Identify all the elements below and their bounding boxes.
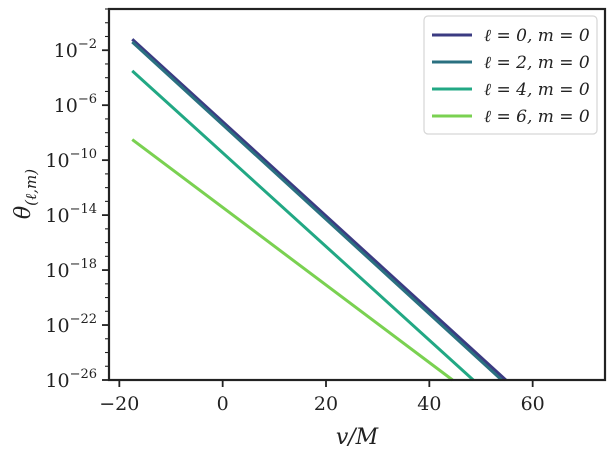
y-tick-label: 10−18 bbox=[45, 257, 97, 282]
y-axis-title-sub: (ℓ,m) bbox=[22, 169, 40, 206]
y-tick-label: 10−22 bbox=[45, 312, 97, 337]
x-axis-title: v/M bbox=[336, 425, 379, 450]
series-line-2 bbox=[131, 69, 475, 382]
x-tick-label: 0 bbox=[217, 393, 229, 415]
series-line-0 bbox=[131, 38, 507, 382]
series-layer bbox=[131, 38, 507, 382]
y-axis-title-main: θ bbox=[11, 206, 36, 219]
legend-label-3: ℓ = 6, m = 0 bbox=[484, 107, 590, 127]
svg-text:θ(ℓ,m): θ(ℓ,m) bbox=[11, 169, 40, 219]
x-tick-label: 40 bbox=[417, 393, 441, 415]
legend-box bbox=[423, 15, 598, 135]
y-axis: 10−2 10−6 10−10 10−14 10−18 10−22 10−26 bbox=[45, 8, 109, 392]
y-tick-label: 10−2 bbox=[54, 37, 97, 62]
legend-label-1: ℓ = 2, m = 0 bbox=[484, 53, 590, 73]
y-tick-label: 10−14 bbox=[45, 202, 97, 227]
x-tick-label: 20 bbox=[314, 393, 338, 415]
legend: ℓ = 0, m = 0 ℓ = 2, m = 0 ℓ = 4, m = 0 ℓ = … bbox=[423, 15, 598, 135]
y-tick-label: 10−26 bbox=[45, 367, 97, 392]
y-tick-label: 10−6 bbox=[54, 92, 97, 117]
plot-frame bbox=[107, 7, 607, 382]
series-line-3 bbox=[131, 138, 454, 382]
x-axis: −20 0 20 40 60 bbox=[99, 380, 545, 415]
x-tick-label: −20 bbox=[99, 393, 139, 415]
legend-label-2: ℓ = 4, m = 0 bbox=[484, 80, 590, 100]
x-tick-label: 60 bbox=[521, 393, 545, 415]
series-line-1 bbox=[131, 40, 503, 382]
y-tick-label: 10−10 bbox=[45, 147, 97, 172]
legend-label-0: ℓ = 0, m = 0 bbox=[484, 26, 590, 46]
y-axis-title: θ(ℓ,m) bbox=[11, 169, 40, 219]
